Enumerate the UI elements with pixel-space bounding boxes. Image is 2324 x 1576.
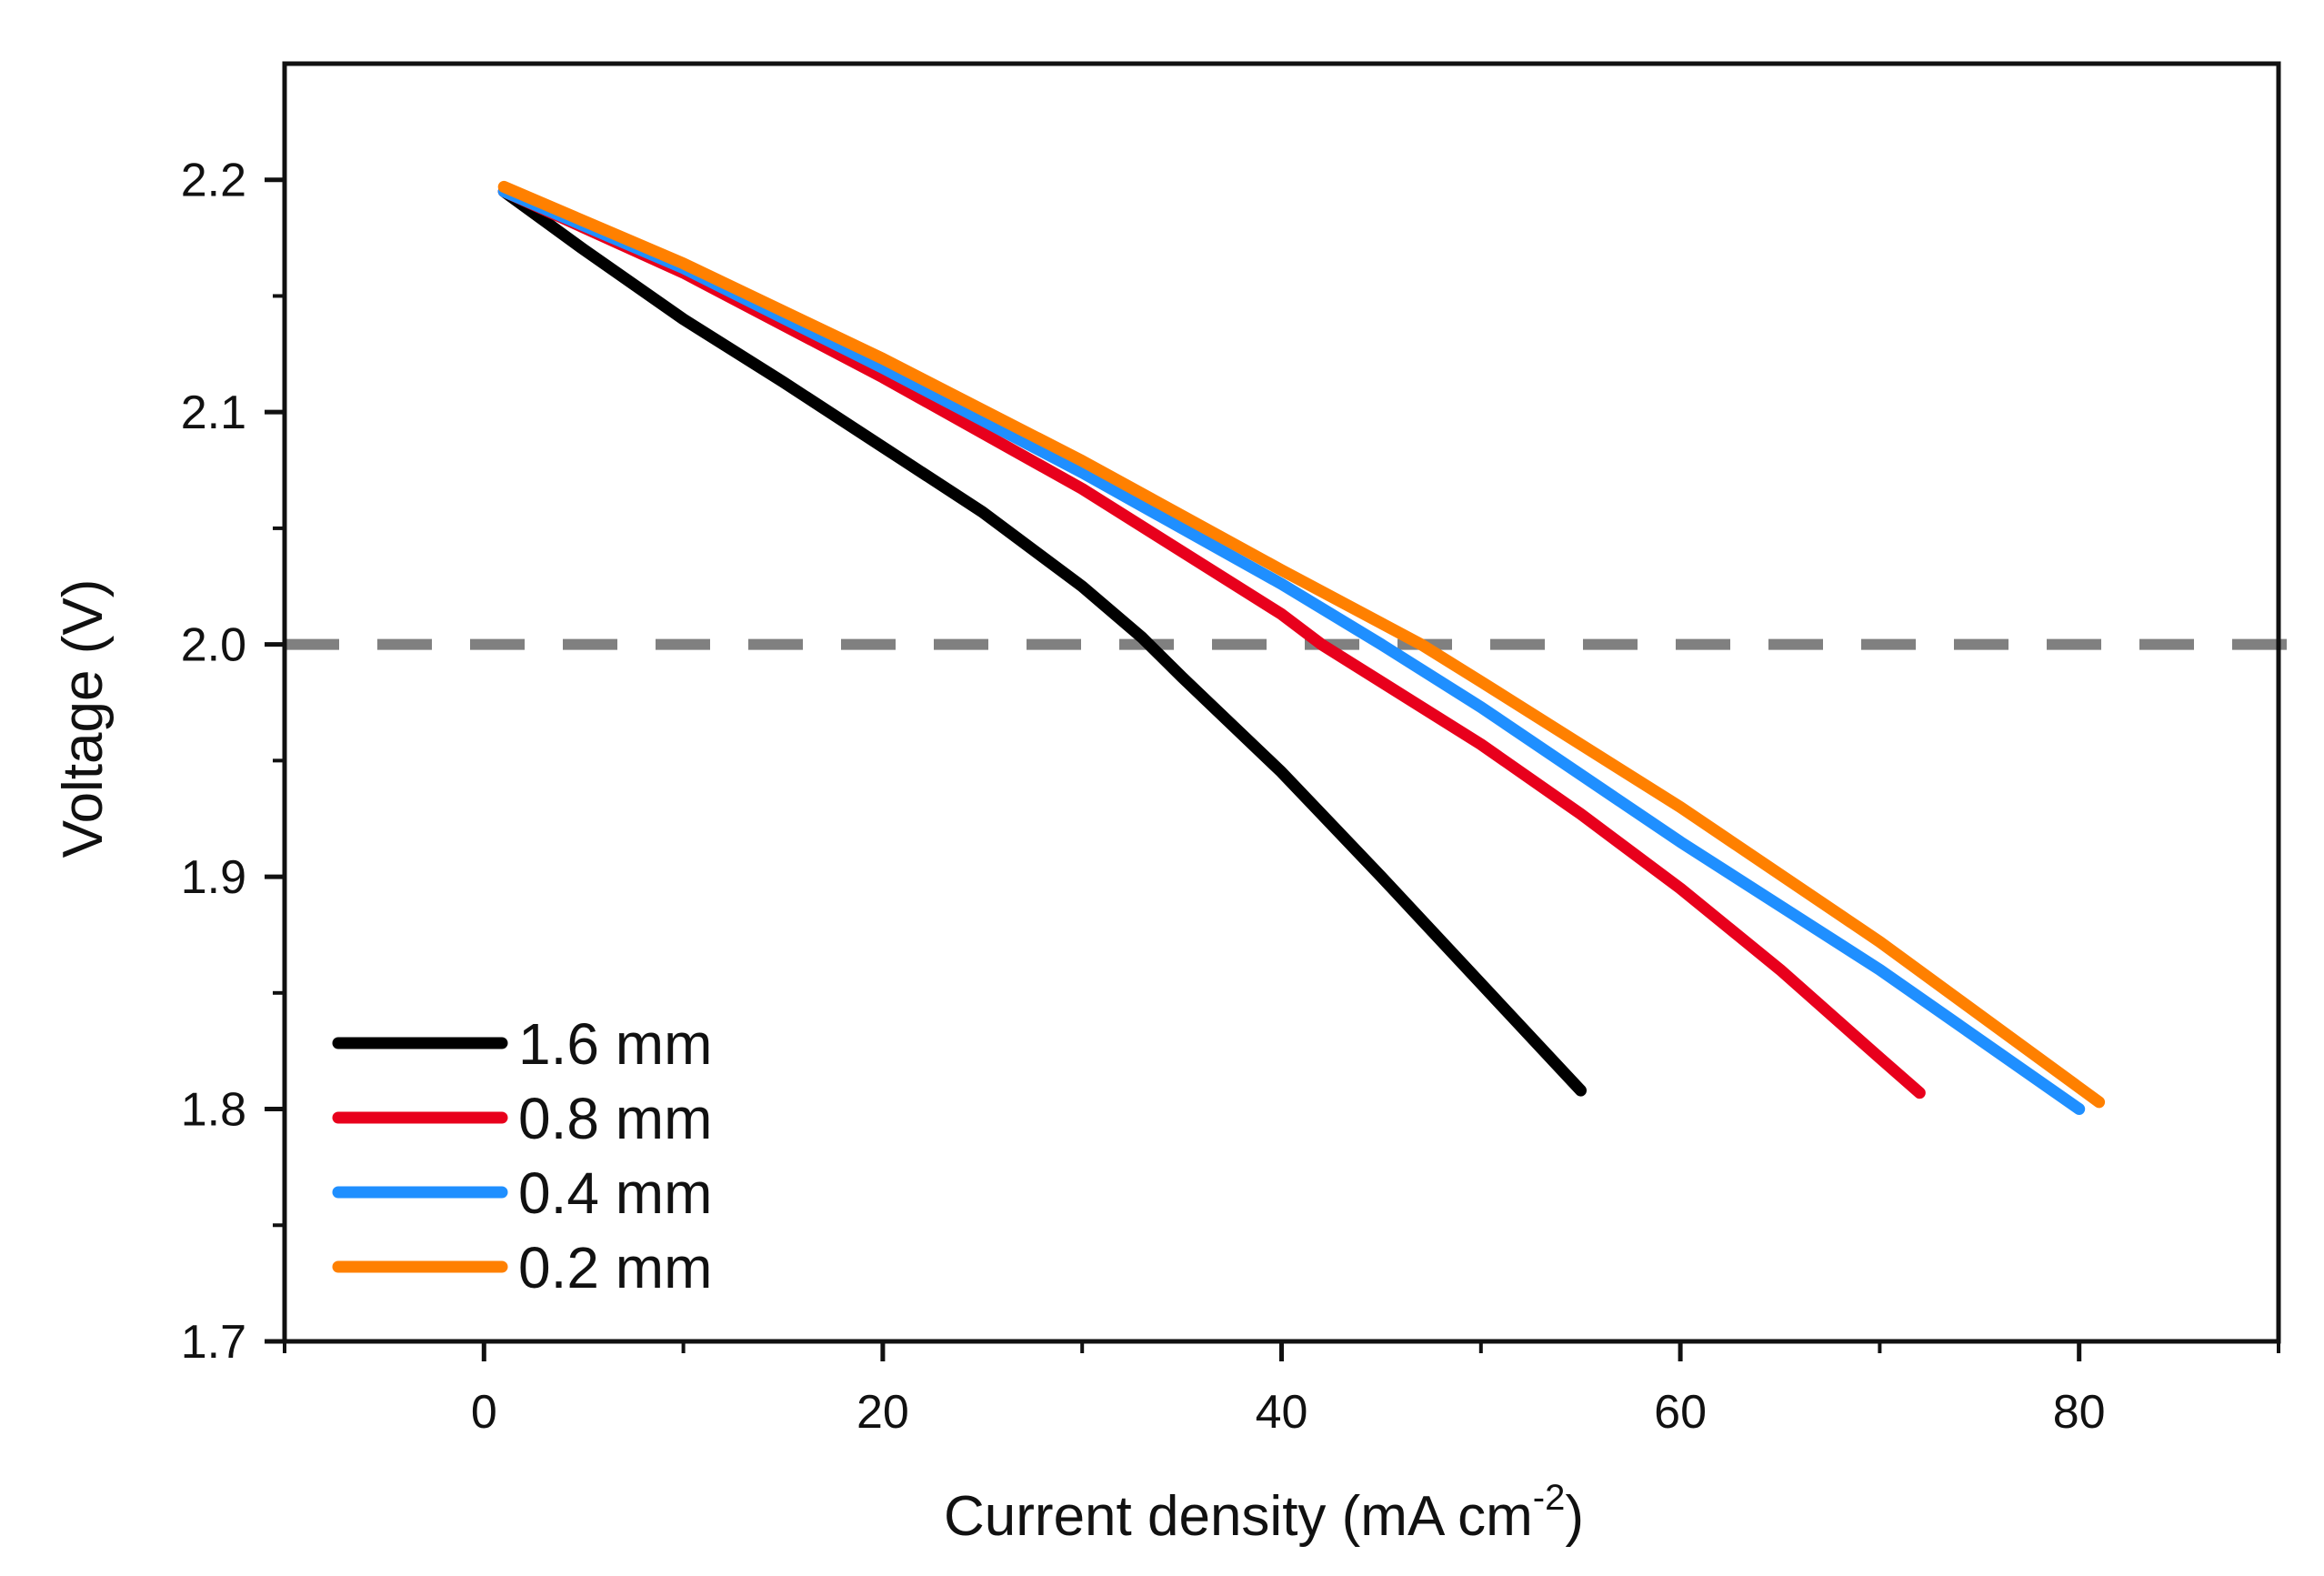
series-line-1-6-mm [497,186,1587,1097]
legend-label: 1.6 mm [518,1011,712,1077]
y-tick-label: 2.0 [181,619,246,672]
y-tick-label: 2.1 [181,386,246,439]
x-tick-label: 40 [1256,1386,1308,1439]
y-tick-label: 1.7 [181,1316,246,1369]
x-tick-label: 60 [1654,1386,1707,1439]
y-axis-title: Voltage (V) [52,579,115,858]
x-axis-title: Current density (mA cm-2) [944,1478,1584,1548]
y-tick-label: 1.8 [181,1084,246,1137]
series-line-0-2-mm [497,180,2106,1109]
series-line-0-8-mm [497,186,1926,1099]
y-tick-label: 1.9 [181,851,246,904]
y-tick-label: 2.2 [181,155,246,207]
x-tick-label: 20 [856,1386,909,1439]
legend-label: 0.2 mm [518,1235,712,1300]
x-tick-label: 80 [2053,1386,2106,1439]
series-line-0-4-mm [497,186,2086,1115]
legend-label: 0.8 mm [518,1086,712,1151]
x-tick-label: 0 [471,1386,497,1439]
legend-label: 0.4 mm [518,1160,712,1226]
